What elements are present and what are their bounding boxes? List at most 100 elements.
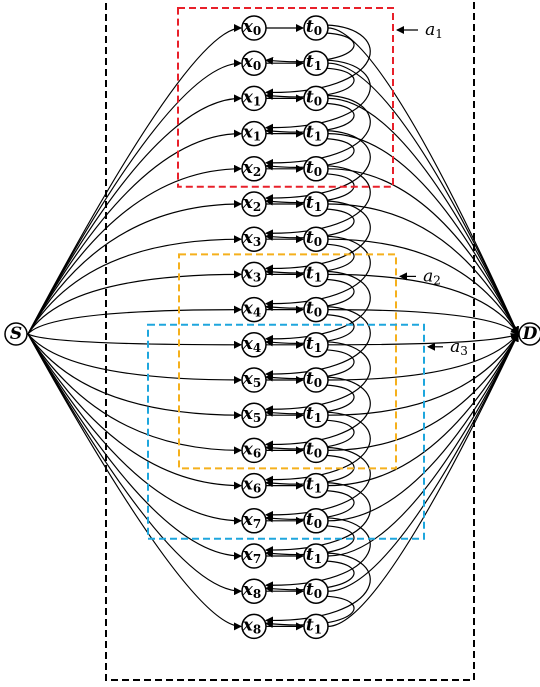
x-node-label: x1 [242, 123, 262, 144]
edge-t-to-destination [327, 333, 519, 557]
x-node-label: x6 [242, 439, 262, 460]
edge-t-to-destination [327, 333, 519, 416]
edge-loop-next [265, 102, 355, 136]
x-node [241, 613, 267, 640]
t-node-label-main: t [306, 193, 314, 213]
t-node [303, 50, 329, 76]
t-node [303, 85, 329, 112]
x-node-label-sub: 6 [253, 446, 261, 460]
t-node-label-main: t [306, 475, 314, 495]
box-a3 [147, 323, 425, 540]
t-node [303, 261, 329, 288]
edge-source-to-x [27, 129, 242, 335]
x-node [241, 85, 267, 112]
x-node-label-main: x [242, 123, 254, 143]
x-node-label-sub: 5 [253, 411, 261, 425]
t-node-label: t0 [306, 369, 322, 390]
x-node-label-main: x [242, 510, 254, 530]
edge-source-to-x [27, 94, 242, 335]
x-node [241, 15, 267, 41]
destination-label-main: D [522, 324, 538, 344]
edge-t-to-destination [327, 133, 519, 335]
t-node-label: t1 [306, 475, 322, 496]
x-node [241, 543, 267, 569]
t-node-label: t1 [306, 404, 322, 425]
x-node [241, 261, 267, 288]
box-label: a2 [423, 266, 441, 287]
x-node-label: x5 [242, 369, 262, 390]
edge-t-to-destination [327, 97, 519, 335]
x-node [241, 120, 267, 147]
t-node-label-main: t [306, 580, 314, 600]
edge-source-to-x [27, 333, 242, 384]
t-node [303, 402, 329, 428]
box-a1 [177, 7, 394, 188]
t-node-label: t0 [306, 580, 322, 601]
x-node-label-main: x [242, 580, 254, 600]
edge-source-to-x [27, 333, 242, 596]
destination-label: D [522, 324, 538, 344]
x-node-label: x0 [242, 17, 262, 38]
box-label-main: a [450, 337, 460, 357]
x-node-label-sub: 4 [253, 341, 261, 355]
edge-source-to-x [27, 59, 242, 335]
t-node [303, 367, 329, 393]
x-node-label-sub: 6 [253, 482, 261, 496]
edge-t-to-destination [327, 333, 519, 451]
x-node-label-main: x [242, 334, 254, 354]
x-node-label-main: x [242, 263, 254, 283]
t-node-label: t1 [306, 193, 322, 214]
source-node [4, 322, 28, 346]
edge-loop-next [265, 208, 355, 241]
edge-loop-next [265, 454, 355, 488]
t-node-label: t1 [306, 334, 322, 355]
t-node [303, 296, 329, 323]
t-node [303, 191, 329, 217]
t-node-label-sub: 0 [314, 165, 322, 179]
edge-source-to-x [27, 333, 242, 560]
t-node-label-sub: 0 [314, 24, 322, 38]
t-node [303, 543, 329, 569]
t-node [303, 578, 329, 604]
t-node-label-sub: 0 [314, 517, 322, 531]
edge-t-to-destination [327, 273, 519, 335]
edge-source-to-x [27, 305, 242, 335]
x-node-label: x7 [242, 510, 262, 531]
x-node-label-main: x [242, 439, 254, 459]
x-node-label-main: x [242, 404, 254, 424]
x-node [241, 437, 267, 464]
edge-loop-next [265, 32, 355, 65]
edge-t-to-destination [327, 333, 519, 346]
edge-source-to-x [27, 333, 242, 349]
source-label-main: S [10, 324, 22, 344]
t-node-label-sub: 1 [314, 482, 322, 496]
edge-t-to-destination [327, 27, 519, 335]
edge-loop-next [265, 595, 355, 629]
edge-loop-next [265, 138, 355, 171]
t-node-label-main: t [306, 228, 314, 248]
box-label: a3 [450, 337, 468, 358]
t-node-label-sub: 1 [314, 622, 322, 636]
t-node-label-main: t [306, 334, 314, 354]
box-label-sub: 1 [435, 27, 443, 41]
edge-loop-next [265, 490, 355, 523]
x-node-label-main: x [242, 87, 254, 107]
t-node-label: t0 [306, 158, 322, 179]
x-node-label-sub: 8 [253, 587, 261, 601]
x-node-label-main: x [242, 299, 254, 319]
x-node-label: x4 [242, 334, 262, 355]
x-node-label: x8 [242, 580, 262, 601]
t-node-label-main: t [306, 52, 314, 72]
edge-source-to-x [27, 200, 242, 335]
t-node-label: t1 [306, 615, 322, 636]
box-label-main: a [423, 266, 433, 286]
x-node-label-sub: 3 [253, 270, 261, 284]
t-node-label-sub: 1 [314, 341, 322, 355]
x-node-label-main: x [242, 17, 254, 37]
t-node [303, 613, 329, 640]
t-node-label: t1 [306, 263, 322, 284]
edge-source-to-x [27, 270, 242, 335]
x-node-label: x6 [242, 475, 262, 496]
edge-loop-next [265, 384, 355, 417]
